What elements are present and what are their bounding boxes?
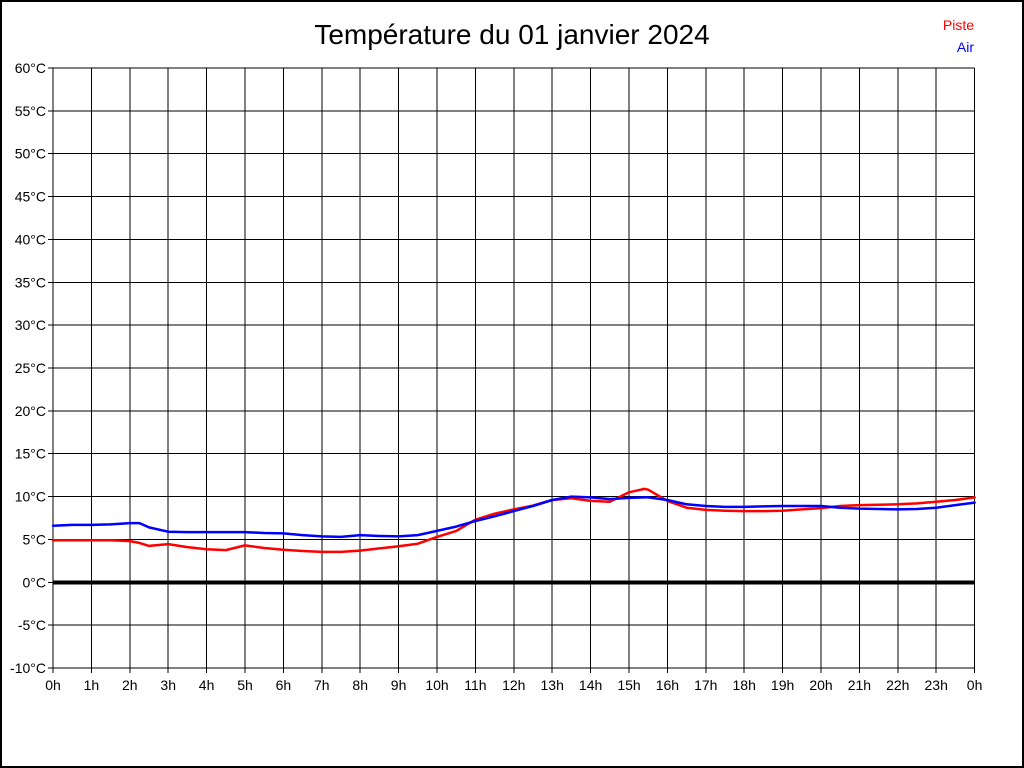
y-tick-label: 40°C	[15, 231, 46, 247]
x-tick-label: 0h	[967, 677, 983, 693]
x-tick-label: 20h	[809, 677, 832, 693]
y-tick-label: 5°C	[23, 531, 47, 547]
y-tick-label: -5°C	[18, 617, 46, 633]
x-tick-label: 16h	[656, 677, 679, 693]
y-tick-label: 30°C	[15, 317, 46, 333]
y-tick-label: 20°C	[15, 403, 46, 419]
x-tick-label: 12h	[502, 677, 525, 693]
x-tick-label: 4h	[199, 677, 215, 693]
y-tick-label: 45°C	[15, 189, 46, 205]
y-tick-label: 0°C	[23, 574, 47, 590]
x-tick-label: 5h	[237, 677, 253, 693]
x-tick-label: 1h	[84, 677, 100, 693]
x-tick-label: 21h	[848, 677, 871, 693]
x-tick-label: 3h	[160, 677, 176, 693]
series-line-piste	[51, 487, 976, 554]
y-tick-label: 15°C	[15, 446, 46, 462]
x-tick-label: 10h	[425, 677, 448, 693]
x-tick-label: 11h	[464, 677, 486, 693]
x-tick-label: 23h	[925, 677, 948, 693]
y-tick-label: 50°C	[15, 146, 46, 162]
x-tick-label: 6h	[276, 677, 292, 693]
x-tick-label: 19h	[771, 677, 794, 693]
x-tick-label: 13h	[541, 677, 564, 693]
y-tick-label: 60°C	[15, 60, 46, 76]
x-tick-label: 7h	[314, 677, 330, 693]
x-tick-label: 14h	[579, 677, 602, 693]
x-tick-label: 8h	[352, 677, 368, 693]
series-line-air	[51, 495, 976, 539]
chart-title: Température du 01 janvier 2024	[314, 19, 710, 50]
x-tick-label: 15h	[617, 677, 640, 693]
x-tick-label: 17h	[694, 677, 717, 693]
legend: Piste Air	[943, 14, 974, 58]
x-tick-label: 0h	[45, 677, 61, 693]
y-tick-label: -10°C	[10, 660, 46, 676]
legend-item-air: Air	[956, 39, 974, 55]
x-tick-label: 22h	[886, 677, 909, 693]
x-tick-label: 9h	[391, 677, 407, 693]
y-tick-label: 25°C	[15, 360, 46, 376]
x-tick-label: 18h	[733, 677, 756, 693]
y-tick-label: 10°C	[15, 489, 46, 505]
x-tick-label: 2h	[122, 677, 138, 693]
y-tick-label: 55°C	[15, 103, 46, 119]
y-tick-label: 35°C	[15, 274, 46, 290]
legend-item-piste: Piste	[942, 17, 974, 33]
